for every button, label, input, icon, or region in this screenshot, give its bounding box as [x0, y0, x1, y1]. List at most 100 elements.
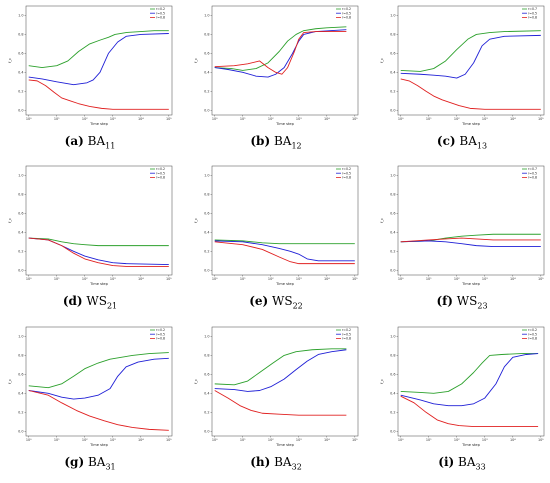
y-tick-label: 0.4 — [390, 392, 395, 396]
caption-letter: (f) — [436, 294, 453, 308]
x-tick-label: 10⁴ — [510, 277, 516, 281]
legend-label: r=0.8 — [156, 176, 165, 180]
chart-panel: 0.0 0.2 0.4 0.6 0.8 1.0 10⁰ 10¹ 10² 10³ 10⁴ 10⁵ Time… — [374, 162, 550, 320]
panel-caption: (d) WS21 — [2, 294, 178, 310]
legend-label: r=0.5 — [528, 11, 537, 15]
x-tick-label: 10⁰ — [398, 117, 404, 121]
y-tick-label: 0.4 — [204, 392, 209, 396]
x-tick-label: 10³ — [482, 117, 488, 121]
y-axis-label: f_c — [8, 218, 12, 223]
y-tick-label: 0.4 — [204, 231, 209, 235]
plot-frame — [397, 5, 545, 116]
caption-letter: (a) — [64, 134, 84, 148]
x-tick-label: 10⁴ — [510, 117, 516, 121]
x-tick-label: 10³ — [296, 438, 302, 442]
chart-panel: 0.0 0.2 0.4 0.6 0.8 1.0 10⁰ 10¹ 10² 10³ 10⁴ 10⁵ Time… — [374, 2, 550, 160]
series-line-r=0.5 — [400, 353, 539, 407]
y-tick-label: 1.0 — [204, 14, 209, 18]
legend-label: r=0.2 — [342, 328, 351, 332]
x-tick-label: 10⁴ — [138, 117, 144, 121]
x-tick-label: 10⁰ — [212, 117, 218, 121]
y-tick-label: 0.8 — [18, 33, 23, 37]
caption-subscript: 21 — [106, 301, 118, 311]
y-tick-label: 0.6 — [18, 373, 23, 377]
series-line-r=0.8 — [214, 241, 355, 265]
caption-network: BA — [270, 134, 292, 148]
series-line-r=0.5 — [400, 34, 541, 79]
x-tick-label: 10⁵ — [352, 117, 358, 121]
y-tick-label: 0.0 — [204, 268, 209, 272]
x-tick-label: 10² — [82, 277, 88, 281]
y-tick-label: 0.2 — [390, 250, 395, 254]
chart-panel: 0.0 0.2 0.4 0.6 0.8 1.0 10⁰ 10¹ 10² 10³ 10⁴ 10⁵ Time… — [188, 323, 364, 481]
y-tick-label: 1.0 — [390, 14, 395, 18]
y-tick-label: 0.2 — [18, 411, 23, 415]
x-tick-label: 10¹ — [54, 277, 60, 281]
panel-caption: (h) BA32 — [188, 455, 364, 471]
x-tick-label: 10⁴ — [138, 277, 144, 281]
caption-letter: (h) — [250, 455, 271, 469]
legend-label: r=0.8 — [342, 176, 351, 180]
y-tick-label: 0.4 — [390, 231, 395, 235]
series-line-r=0.5 — [28, 357, 169, 400]
legend-label: r=0.2 — [342, 167, 351, 171]
x-tick-label: 10² — [454, 277, 460, 281]
x-tick-label: 10³ — [110, 277, 116, 281]
series-line-r=0.8 — [400, 237, 541, 243]
x-tick-label: 10⁴ — [324, 117, 330, 121]
y-tick-label: 1.0 — [390, 174, 395, 178]
caption-subscript: 22 — [292, 301, 303, 311]
legend-label: r=0.2 — [156, 7, 165, 11]
legend-label: r=0.5 — [342, 11, 351, 15]
caption-letter: (d) — [62, 294, 83, 308]
chart-panel: 0.0 0.2 0.4 0.6 0.8 1.0 10⁰ 10¹ 10² 10³ 10⁴ 10⁵ Time… — [2, 323, 178, 481]
y-tick-label: 0.2 — [18, 90, 23, 94]
x-axis-label: Time step — [461, 443, 480, 447]
x-tick-label: 10⁵ — [166, 117, 172, 121]
x-tick-label: 10² — [454, 438, 460, 442]
caption-subscript: 33 — [475, 462, 486, 472]
caption-subscript: 12 — [291, 141, 302, 151]
x-axis-label: Time step — [275, 443, 294, 447]
legend-label: r=0.8 — [528, 337, 537, 341]
legend-label: r=0.5 — [156, 171, 165, 175]
x-tick-label: 10⁰ — [398, 438, 404, 442]
legend-label: r=0.2 — [342, 7, 351, 11]
y-tick-label: 0.0 — [18, 108, 23, 112]
y-tick-label: 0.8 — [18, 193, 23, 197]
x-tick-label: 10⁴ — [324, 277, 330, 281]
y-tick-label: 0.0 — [18, 429, 23, 433]
y-tick-label: 0.2 — [204, 411, 209, 415]
series-line-r=0.5 — [214, 349, 347, 392]
y-tick-label: 0.8 — [204, 354, 209, 358]
plot-frame — [25, 326, 173, 437]
legend-label: r=0.8 — [156, 16, 165, 20]
legend-label: r=0.8 — [528, 16, 537, 20]
legend-label: r=0.8 — [342, 337, 351, 341]
y-tick-label: 0.6 — [18, 212, 23, 216]
y-tick-label: 0.0 — [204, 429, 209, 433]
chart-panel: 0.0 0.2 0.4 0.6 0.8 1.0 10⁰ 10¹ 10² 10³ 10⁴ 10⁵ Time… — [2, 162, 178, 320]
y-tick-label: 0.8 — [18, 354, 23, 358]
caption-network: BA — [270, 455, 292, 469]
panel-caption: (f) WS23 — [374, 294, 550, 310]
x-tick-label: 10³ — [296, 277, 302, 281]
x-axis-label: Time step — [461, 282, 480, 286]
caption-letter: (i) — [438, 455, 455, 469]
legend-label: r=0.5 — [528, 332, 537, 336]
legend-label: r=0.2 — [156, 328, 165, 332]
x-tick-label: 10¹ — [240, 117, 246, 121]
x-axis-label: Time step — [461, 122, 480, 126]
x-tick-label: 10¹ — [426, 277, 432, 281]
y-tick-label: 1.0 — [18, 14, 23, 18]
legend-label: r=0.7 — [528, 7, 537, 11]
y-tick-label: 0.0 — [204, 108, 209, 112]
y-tick-label: 0.6 — [390, 373, 395, 377]
plot-frame — [211, 5, 359, 116]
chart-panel: 0.0 0.2 0.4 0.6 0.8 1.0 10⁰ 10¹ 10² 10³ 10⁴ 10⁵ Time… — [188, 2, 364, 160]
x-tick-label: 10⁴ — [510, 438, 516, 442]
x-tick-label: 10³ — [482, 438, 488, 442]
caption-subscript: 23 — [477, 301, 488, 311]
legend-label: r=0.5 — [342, 171, 351, 175]
series-line-r=0.8 — [214, 390, 347, 416]
